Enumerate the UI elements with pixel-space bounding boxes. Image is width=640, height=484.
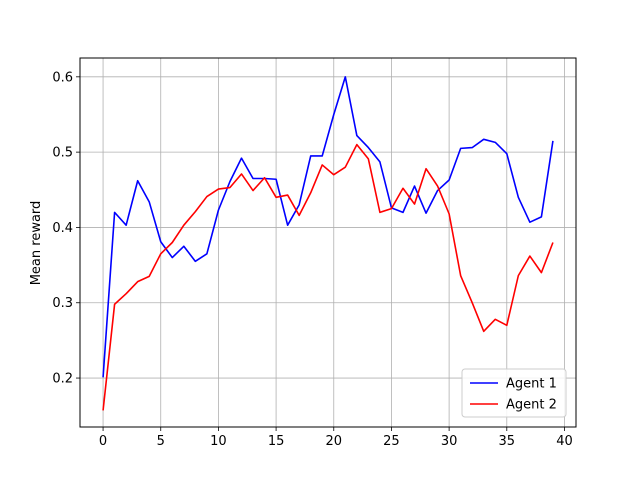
- x-tick-label: 40: [556, 434, 573, 449]
- x-tick-label: 20: [325, 434, 342, 449]
- x-tick-label: 30: [441, 434, 458, 449]
- x-tick-label: 35: [499, 434, 516, 449]
- y-axis-ticks: 0.2 0.3 0.4 0.5 0.6: [52, 70, 80, 387]
- x-tick-label: 25: [383, 434, 400, 449]
- y-tick-label: 0.5: [52, 146, 73, 161]
- legend-label: Agent 1: [506, 377, 557, 392]
- legend-label: Agent 2: [506, 398, 557, 413]
- y-tick-label: 0.6: [52, 70, 73, 85]
- y-tick-label: 0.2: [52, 372, 73, 387]
- legend-box: [461, 368, 567, 418]
- x-axis-ticks: 0 5 10 15 20 25 30 35 40: [99, 427, 573, 449]
- y-tick-label: 0.4: [52, 221, 73, 236]
- x-tick-label: 10: [210, 434, 227, 449]
- legend: Agent 1 Agent 2: [461, 368, 567, 418]
- y-axis-label: Mean reward: [29, 201, 44, 286]
- series-line-agent-1: [102, 76, 554, 378]
- x-tick-label: 15: [268, 434, 285, 449]
- y-tick-label: 0.3: [52, 296, 73, 311]
- series-line-agent-2: [102, 143, 554, 411]
- x-tick-label: 5: [157, 434, 165, 449]
- plot-frame: [79, 57, 577, 428]
- series-lines: [102, 76, 554, 411]
- x-tick-label: 0: [99, 434, 107, 449]
